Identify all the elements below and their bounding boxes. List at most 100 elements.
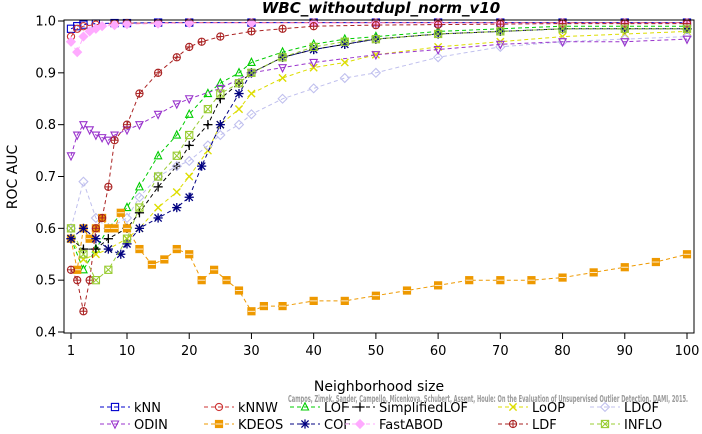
x-tick-label: 1 [67, 344, 75, 359]
data-point [309, 42, 318, 52]
legend-label: ODIN [134, 418, 168, 433]
data-point [234, 286, 244, 295]
legend-item-knn: kNN [100, 401, 161, 416]
data-point [78, 121, 88, 131]
data-point [135, 89, 144, 98]
data-point [309, 296, 318, 305]
x-tick-label: 10 [119, 344, 136, 359]
data-point [246, 109, 257, 120]
data-point [135, 203, 144, 212]
data-point [97, 134, 107, 144]
data-point [153, 110, 163, 120]
data-point [172, 129, 182, 139]
data-point [103, 244, 113, 254]
data-point [215, 84, 225, 94]
data-point [185, 42, 194, 52]
data-point [78, 223, 89, 233]
data-point [202, 140, 214, 151]
data-point [65, 36, 77, 47]
x-tick-label: 40 [305, 344, 322, 359]
x-tick-label: 60 [430, 344, 447, 359]
data-point [259, 301, 268, 311]
x-axis-label: Neighborhood size [314, 379, 444, 395]
data-point [465, 276, 474, 285]
data-point [247, 89, 256, 98]
data-point [278, 301, 287, 311]
series-line [70, 28, 687, 281]
data-point [278, 24, 287, 33]
legend-marker [300, 419, 310, 429]
data-point [620, 263, 629, 272]
data-point [558, 24, 567, 33]
data-point [91, 276, 101, 285]
data-point [402, 286, 412, 295]
data-point [78, 31, 89, 42]
data-point [147, 260, 156, 269]
data-point [197, 161, 207, 171]
data-point [278, 64, 288, 74]
x-tick-label: 70 [492, 344, 509, 359]
data-point [496, 27, 505, 36]
legend-marker [354, 418, 366, 430]
data-point [620, 38, 630, 48]
data-point [134, 181, 144, 191]
series-ldof [65, 31, 693, 234]
x-tick-label: 90 [617, 344, 634, 359]
data-point [116, 208, 125, 217]
data-point [172, 53, 181, 62]
data-point [135, 244, 144, 254]
data-point [496, 19, 505, 29]
legend-item-ldf: LDF [498, 418, 557, 433]
x-tick-label: 50 [368, 344, 385, 359]
data-point [371, 34, 381, 44]
y-tick-label: 0.8 [35, 118, 56, 133]
data-point [121, 19, 133, 30]
series-line [70, 23, 687, 312]
data-point [371, 291, 380, 300]
legend-item-lof: LOF [290, 401, 349, 416]
data-point [152, 171, 164, 182]
series-line [70, 38, 688, 156]
legend-marker [508, 419, 518, 429]
series-ldf [66, 19, 692, 316]
data-point [72, 46, 83, 58]
y-tick-label: 1.0 [35, 15, 56, 30]
data-point [110, 131, 120, 141]
data-point [496, 276, 505, 285]
x-tick-label: 100 [675, 344, 700, 359]
data-point [79, 250, 88, 259]
data-point [91, 250, 100, 259]
data-point [153, 150, 163, 160]
legend-marker [214, 402, 224, 412]
data-point [197, 37, 206, 46]
data-point [184, 155, 195, 167]
data-point [72, 131, 82, 141]
data-point [185, 250, 194, 259]
legend-item-inflo: INFLO [590, 418, 662, 433]
legend-marker [600, 419, 610, 429]
data-point [434, 281, 443, 290]
data-point [651, 257, 660, 267]
data-point [234, 79, 244, 88]
data-point [203, 120, 213, 130]
data-point [184, 192, 194, 202]
series-kdeos [66, 208, 692, 316]
data-point [558, 273, 567, 282]
x-tick-label: 20 [181, 344, 198, 359]
data-point [184, 108, 194, 118]
legend-label: INFLO [624, 418, 662, 433]
data-point [134, 223, 145, 233]
data-point [66, 24, 76, 33]
data-point [160, 255, 169, 264]
data-point [203, 104, 213, 114]
legend-marker [300, 401, 310, 411]
data-point [78, 264, 88, 274]
data-point [97, 21, 108, 32]
data-point [153, 18, 164, 29]
data-point [172, 244, 181, 254]
data-point [73, 276, 82, 285]
data-point [172, 151, 181, 160]
data-point [104, 265, 113, 274]
data-point [371, 20, 381, 30]
data-point [103, 136, 113, 146]
